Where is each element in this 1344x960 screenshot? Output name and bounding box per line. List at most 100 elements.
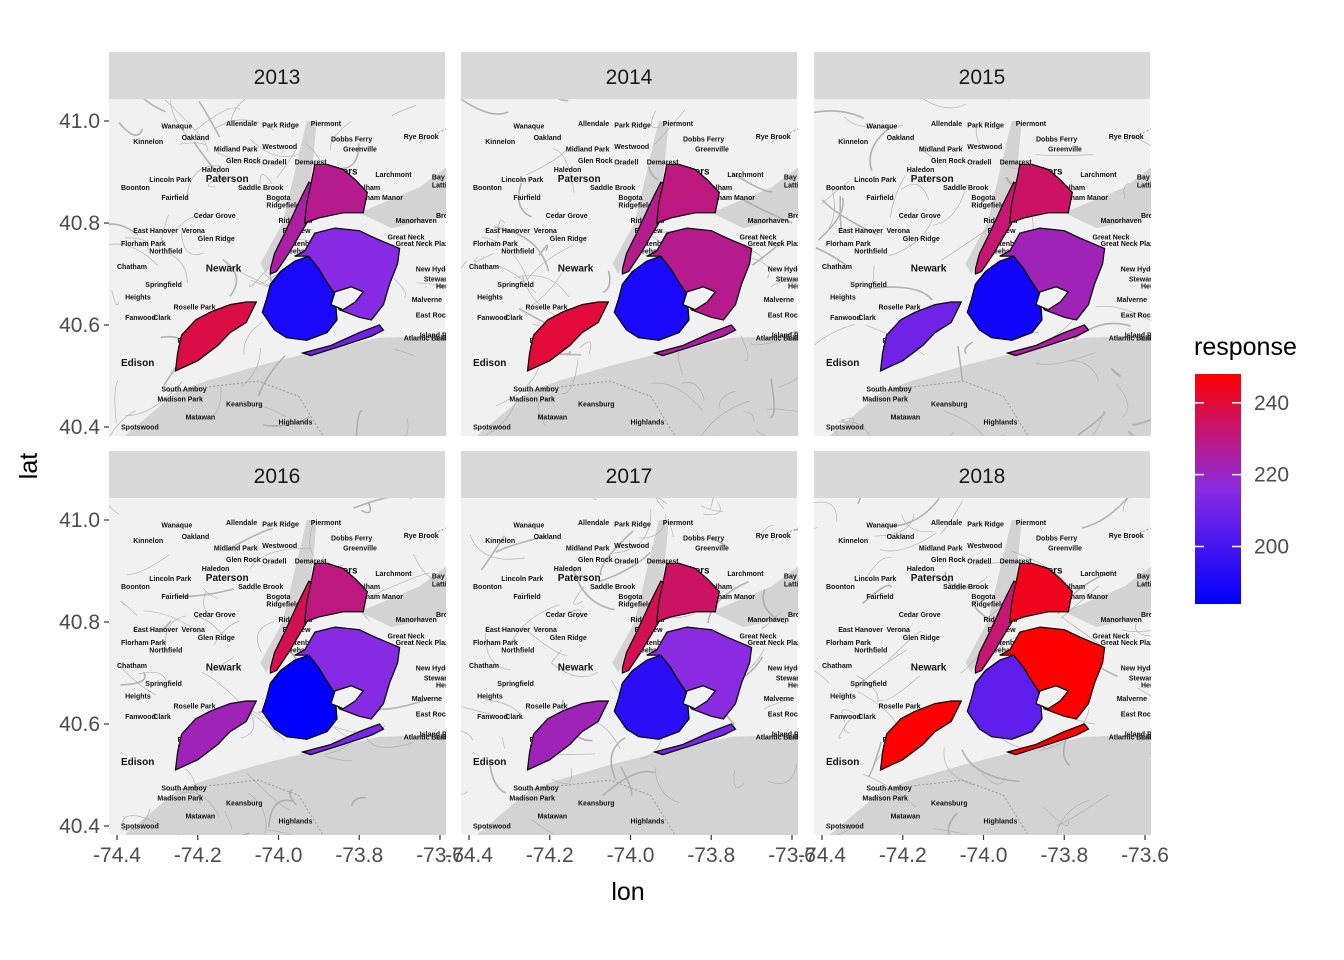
place-label: Northfield <box>149 648 182 655</box>
x-tick-label: -73.8 <box>687 844 735 867</box>
place-label: Westwood <box>262 543 297 550</box>
place-label: Glen Ridge <box>903 635 940 642</box>
x-axis-title: lon <box>611 878 644 906</box>
place-label: Westwood <box>967 543 1002 550</box>
place-label: Fairfield <box>161 594 188 601</box>
place-label: Larchmont <box>375 172 412 179</box>
jamaica-bay-islands <box>330 286 365 311</box>
place-label: Bay <box>432 574 445 581</box>
place-label: Kinnelon <box>485 139 515 146</box>
facet-panel-2015: 2015 Wanaque Allendale Park Ridge Piermont Oa… <box>814 52 1179 436</box>
borough-rockaways <box>1005 723 1090 756</box>
place-label: Stewart Manor <box>1129 676 1178 683</box>
place-label: Island Park <box>420 333 457 340</box>
place-label: Stewart Manor <box>424 277 473 284</box>
y-tick-label: 41.0 <box>59 110 100 133</box>
place-label: Dobbs Ferry <box>683 136 724 143</box>
place-label: Newark <box>911 264 947 275</box>
place-label: Ridgefield Park <box>971 203 1022 210</box>
place-label: Clark <box>505 315 523 322</box>
place-label: Island Park <box>1125 732 1162 739</box>
place-label: Bogota <box>618 594 642 601</box>
place-label: Allendale <box>226 121 257 128</box>
facet-panel-2013: 2013 Wanaque Allendale Park Ridge Piermont Oa… <box>109 52 474 436</box>
place-label: Northfield <box>854 249 887 256</box>
place-label: Pelham <box>1060 584 1085 591</box>
place-label: New Hyde Park <box>416 267 467 274</box>
place-label: Madison Park <box>862 796 908 803</box>
place-label: Madison Park <box>509 397 555 404</box>
place-label: Verona <box>534 228 557 235</box>
place-label: Lattingtown <box>1137 182 1177 189</box>
place-label: Highlands <box>279 419 313 426</box>
place-label: Florham Park <box>473 640 518 647</box>
place-label: Haledon <box>554 167 582 174</box>
place-label: Brookville <box>1141 612 1175 619</box>
place-label: Greenville <box>1048 147 1082 154</box>
place-label: Hempstead <box>788 283 826 290</box>
place-label: Newark <box>206 663 242 674</box>
facet-strip-2015: 2015 <box>814 52 1150 99</box>
place-label: Guttenberg <box>283 640 321 647</box>
place-label: Keansburg <box>931 402 968 409</box>
place-label: Hempstead <box>436 283 474 290</box>
borough-queens <box>294 227 401 321</box>
place-label: Larchmont <box>1080 571 1117 578</box>
y-tick-label: 40.8 <box>59 212 100 235</box>
borough-staten-island <box>879 301 963 372</box>
place-label: Glen Rock <box>578 158 613 165</box>
place-label: Demarest <box>1000 558 1033 565</box>
place-label: Bogota <box>618 195 642 202</box>
place-label: Demarest <box>295 558 328 565</box>
place-label: Glen Ridge <box>903 236 940 243</box>
place-label: Manorhaven <box>748 218 789 225</box>
place-label: New Hyde Park <box>768 666 819 673</box>
place-label: Great Neck <box>388 633 425 640</box>
place-label: Pelham Manor <box>1060 594 1108 601</box>
place-label: Lincoln Park <box>149 576 191 583</box>
place-label: New Hyde Park <box>1121 267 1172 274</box>
place-label: Florham Park <box>121 241 166 248</box>
place-label: Oradell <box>967 159 991 166</box>
place-label: Matawan <box>186 414 216 421</box>
place-label: Edison <box>826 358 859 369</box>
facet-panel-2014: 2014 Wanaque Allendale Park Ridge Piermont Oa… <box>461 52 826 436</box>
borough-polygons <box>526 163 753 372</box>
place-label: Hempstead <box>1141 283 1179 290</box>
place-label: Great Neck Plaza <box>396 640 453 647</box>
place-label: Madison Park <box>157 397 203 404</box>
place-label: Edison <box>826 757 859 768</box>
x-tick-label: -74.4 <box>798 844 846 867</box>
place-label: Highlands <box>984 419 1018 426</box>
place-label: Bay <box>784 175 797 182</box>
place-label: Pelham <box>707 584 732 591</box>
place-label: Lido Beach <box>788 734 826 741</box>
borough-bronx <box>304 562 368 623</box>
place-label: Pelham Manor <box>355 195 403 202</box>
facet-strip-2014: 2014 <box>461 52 797 99</box>
place-label: Roselle Park <box>879 704 921 711</box>
place-label: Bay <box>432 175 445 182</box>
place-label: East Rockaway <box>416 711 467 718</box>
place-label: Great Neck <box>1093 633 1130 640</box>
legend-tick-label: 220 <box>1254 464 1289 487</box>
borough-bronx <box>1009 562 1073 623</box>
place-label: Verona <box>182 627 205 634</box>
place-label: Wanaque <box>513 124 544 131</box>
place-label: Kinnelon <box>838 139 868 146</box>
place-label: Pelham <box>355 185 380 192</box>
place-label: Piermont <box>311 520 342 527</box>
place-label: Lincoln Park <box>501 177 543 184</box>
place-label: Kinnelon <box>133 538 163 545</box>
place-label: Saddle Brook <box>238 584 283 591</box>
borough-staten-island <box>879 700 963 771</box>
borough-rockaways <box>1005 324 1090 357</box>
place-label: Spotswood <box>473 824 511 831</box>
place-label: Glen Rock <box>578 557 613 564</box>
place-label: Glen Ridge <box>198 635 235 642</box>
place-label: Lincoln Park <box>854 177 896 184</box>
place-label: Newark <box>558 663 594 674</box>
place-label: Great Neck <box>1093 234 1130 241</box>
place-label: Haledon <box>907 167 935 174</box>
place-label: Paterson <box>558 573 601 584</box>
